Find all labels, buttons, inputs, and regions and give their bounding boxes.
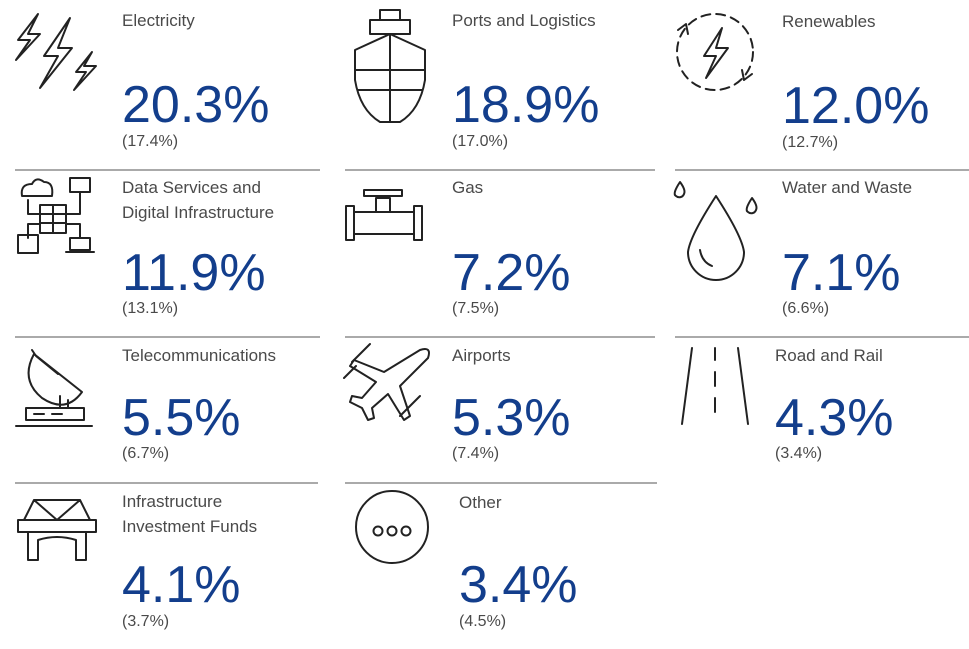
icon-bridge [17, 499, 97, 561]
sector-share: 4.3% [775, 389, 894, 447]
sector-label: Other [459, 493, 502, 512]
sector-label: Ports and Logistics [452, 11, 596, 30]
sector-share: 5.3% [452, 389, 571, 447]
icon-ship [354, 9, 426, 123]
icon-airplane [343, 343, 430, 421]
sector-share: 5.5% [122, 389, 241, 447]
sector-share: 20.3% [122, 76, 269, 134]
sector-previous: (3.7%) [122, 613, 169, 630]
icon-other [355, 490, 429, 564]
sector-previous: (6.6%) [782, 300, 829, 317]
sector-label: Digital Infrastructure [122, 203, 274, 222]
sector-label: Investment Funds [122, 517, 257, 536]
sector-previous: (6.7%) [122, 445, 169, 462]
sector-share: 7.2% [452, 244, 571, 302]
icon-electricity [15, 13, 97, 91]
sector-previous: (17.0%) [452, 133, 508, 150]
sector-label: Road and Rail [775, 346, 883, 365]
sector-previous: (7.4%) [452, 445, 499, 462]
icon-renewables [676, 13, 754, 91]
sector-previous: (4.5%) [459, 613, 506, 630]
icon-gas [345, 189, 423, 241]
icon-road [681, 347, 749, 425]
sector-label: Infrastructure [122, 492, 222, 511]
sector-share: 18.9% [452, 76, 599, 134]
sector-label: Gas [452, 178, 483, 197]
sector-share: 7.1% [782, 244, 901, 302]
sector-label: Data Services and [122, 178, 261, 197]
icon-telecom [15, 349, 93, 427]
icon-data-services [17, 177, 95, 254]
sector-label: Electricity [122, 11, 195, 30]
sector-previous: (12.7%) [782, 134, 838, 151]
dividers [15, 169, 969, 484]
sector-share: 4.1% [122, 556, 241, 614]
sector-share: 11.9% [122, 244, 266, 302]
sector-previous: (13.1%) [122, 300, 178, 317]
sector-previous: (17.4%) [122, 133, 178, 150]
sector-label: Airports [452, 346, 511, 365]
sector-label: Water and Waste [782, 178, 912, 197]
icon-water [673, 181, 758, 281]
sector-previous: (3.4%) [775, 445, 822, 462]
sector-label: Telecommunications [122, 346, 276, 365]
sector-share: 12.0% [782, 77, 929, 135]
sector-label: Renewables [782, 12, 876, 31]
sector-share: 3.4% [459, 556, 578, 614]
sector-previous: (7.5%) [452, 300, 499, 317]
